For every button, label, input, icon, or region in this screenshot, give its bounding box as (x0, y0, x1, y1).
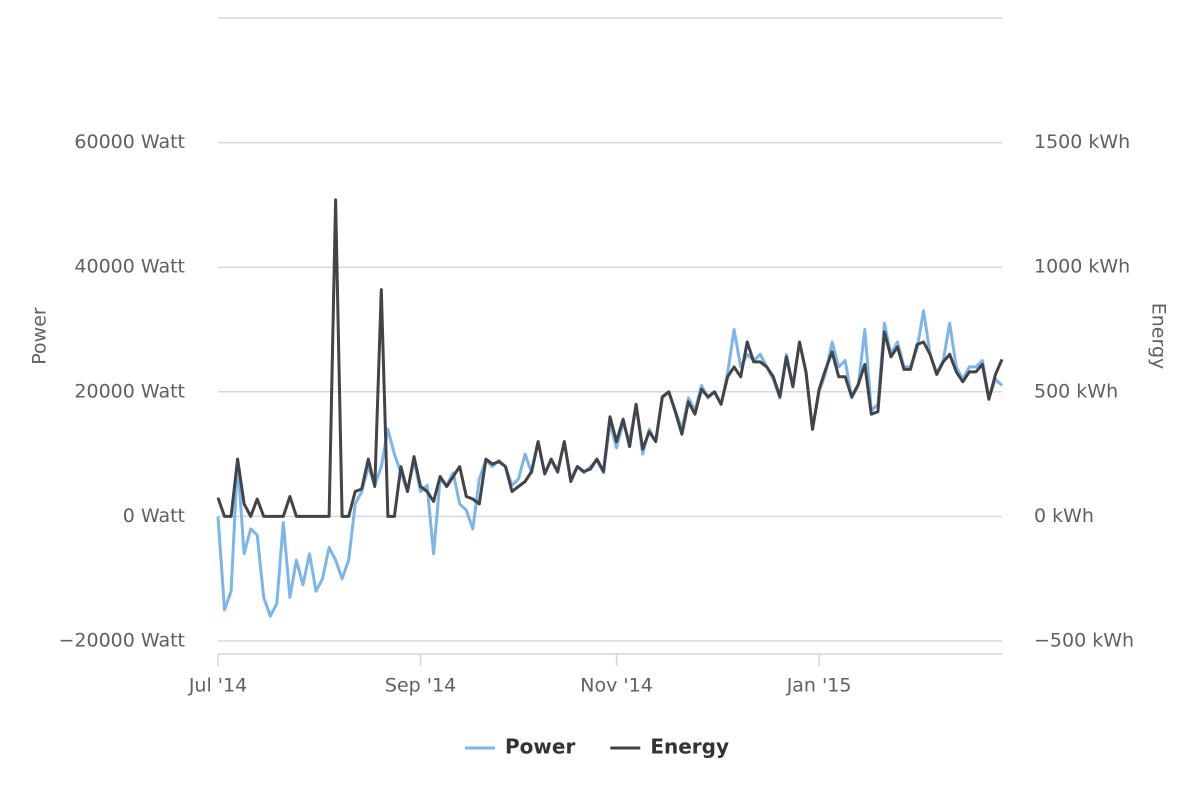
y2-tick-label: −500 kWh (1034, 630, 1134, 652)
y-tick-label: 20000 Watt (74, 380, 185, 402)
x-tick-label: Sep '14 (385, 675, 456, 697)
y-tick-label: 0 Watt (123, 505, 185, 527)
y2-tick-label: 500 kWh (1034, 380, 1118, 402)
series-line (216, 309, 1004, 618)
y-axis-title: Power (29, 307, 51, 365)
x-tick-label: Jan '15 (786, 675, 852, 697)
y-tick-label: 40000 Watt (74, 256, 185, 278)
legend-label: Energy (650, 735, 729, 759)
y2-tick-label: 1500 kWh (1034, 131, 1130, 153)
y2-tick-label: 0 kWh (1034, 505, 1094, 527)
series-line (216, 198, 1004, 518)
y-tick-label: 60000 Watt (74, 131, 185, 153)
y-tick-label: −20000 Watt (58, 630, 185, 652)
y2-tick-label: 1000 kWh (1034, 256, 1130, 278)
legend-label: Power (505, 735, 575, 759)
y2-axis-title: Energy (1148, 303, 1170, 370)
x-tick-label: Nov '14 (580, 675, 653, 697)
x-tick-label: Jul '14 (188, 675, 247, 697)
